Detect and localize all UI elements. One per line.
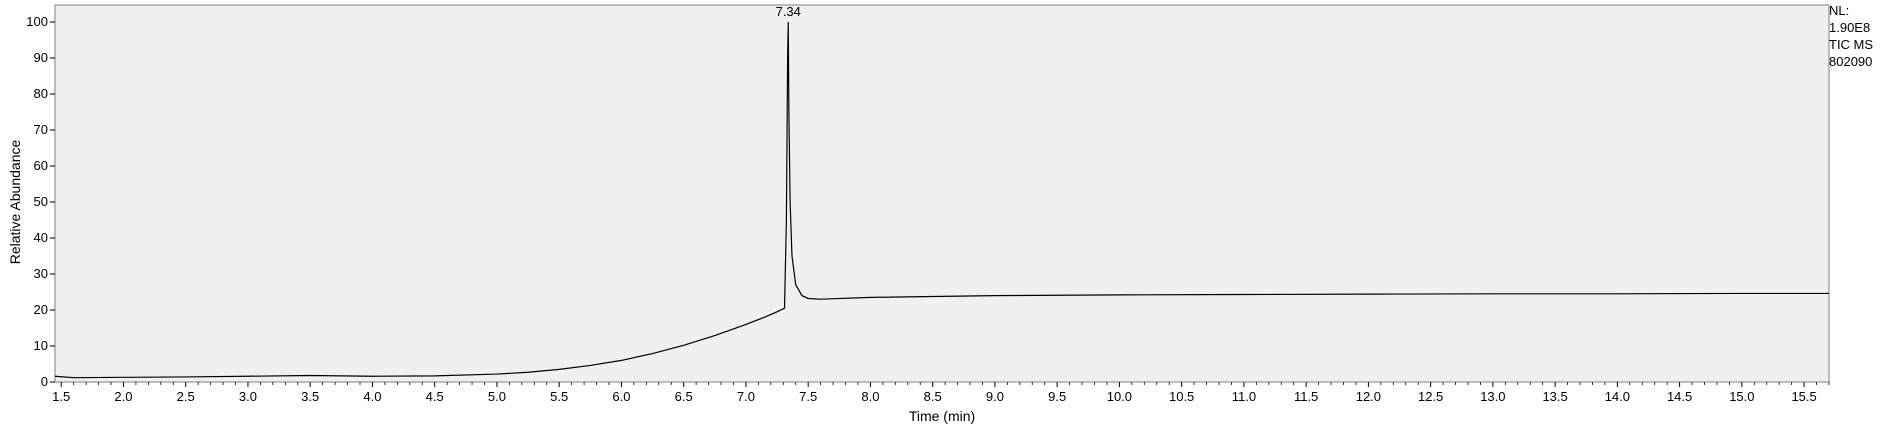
x-tick-label: 4.0: [363, 389, 381, 404]
x-tick-label: 13.0: [1480, 389, 1505, 404]
plot-area: [54, 4, 1830, 383]
x-tick-label: 8.0: [861, 389, 879, 404]
x-tick-label: 14.5: [1667, 389, 1692, 404]
scan-filter: TIC MS: [1829, 37, 1873, 52]
x-tick-label: 4.5: [426, 389, 444, 404]
peak-label: 7.34: [776, 4, 801, 19]
x-tick-label: 10.5: [1169, 389, 1194, 404]
y-tick-label: 20: [34, 302, 48, 317]
nl-label: NL:: [1829, 3, 1849, 18]
x-tick-label: 10.0: [1107, 389, 1132, 404]
y-tick-label: 30: [34, 266, 48, 281]
x-tick-label: 15.5: [1791, 389, 1816, 404]
x-axis: 1.5 2.0 2.5 3.0 3.5 4.0 4.5 5.0 5.5 6.0 6.5 7.0 7.5 8…: [52, 382, 1830, 404]
y-tick-label: 0: [41, 374, 48, 389]
x-tick-label: 14.0: [1605, 389, 1630, 404]
x-tick-label: 12.0: [1356, 389, 1381, 404]
peak-annotations: 7.34: [776, 4, 801, 19]
y-tick-label: 40: [34, 230, 48, 245]
y-tick-label: 60: [34, 158, 48, 173]
x-tick-label: 13.5: [1542, 389, 1567, 404]
y-tick-label: 80: [34, 86, 48, 101]
x-tick-label: 11.5: [1294, 389, 1318, 404]
y-tick-label: 70: [34, 122, 48, 137]
tic-trace: [54, 21, 1829, 379]
x-axis-title: Time (min): [909, 408, 975, 424]
y-tick-label: 10: [34, 338, 48, 353]
x-tick-label: 9.5: [1048, 389, 1066, 404]
y-axis-title: Relative Abundance: [7, 140, 23, 265]
y-tick-label: 50: [34, 194, 48, 209]
normalization-info: NL: 1.90E8 TIC MS 802090: [1829, 3, 1873, 69]
y-tick-label: 100: [26, 14, 48, 29]
x-tick-label: 11.0: [1232, 389, 1256, 404]
nl-value: 1.90E8: [1829, 20, 1870, 35]
x-tick-label: 6.0: [612, 389, 630, 404]
x-tick-label: 3.0: [239, 389, 257, 404]
x-tick-label: 6.5: [675, 389, 693, 404]
x-tick-label: 5.5: [550, 389, 568, 404]
x-tick-label: 1.5: [52, 389, 70, 404]
x-tick-label: 9.0: [986, 389, 1004, 404]
x-tick-label: 3.5: [301, 389, 319, 404]
y-tick-label: 90: [34, 50, 48, 65]
x-tick-label: 12.5: [1418, 389, 1443, 404]
x-tick-label: 15.0: [1729, 389, 1754, 404]
x-tick-label: 5.0: [488, 389, 506, 404]
y-axis: 0 10 20 30 40 50 60 70 80 90 100: [26, 14, 55, 389]
x-tick-label: 2.0: [114, 389, 132, 404]
x-tick-label: 7.5: [799, 389, 817, 404]
x-tick-label: 2.5: [177, 389, 195, 404]
x-tick-label: 8.5: [924, 389, 942, 404]
x-tick-label: 7.0: [737, 389, 755, 404]
sample-id: 802090: [1829, 54, 1872, 69]
